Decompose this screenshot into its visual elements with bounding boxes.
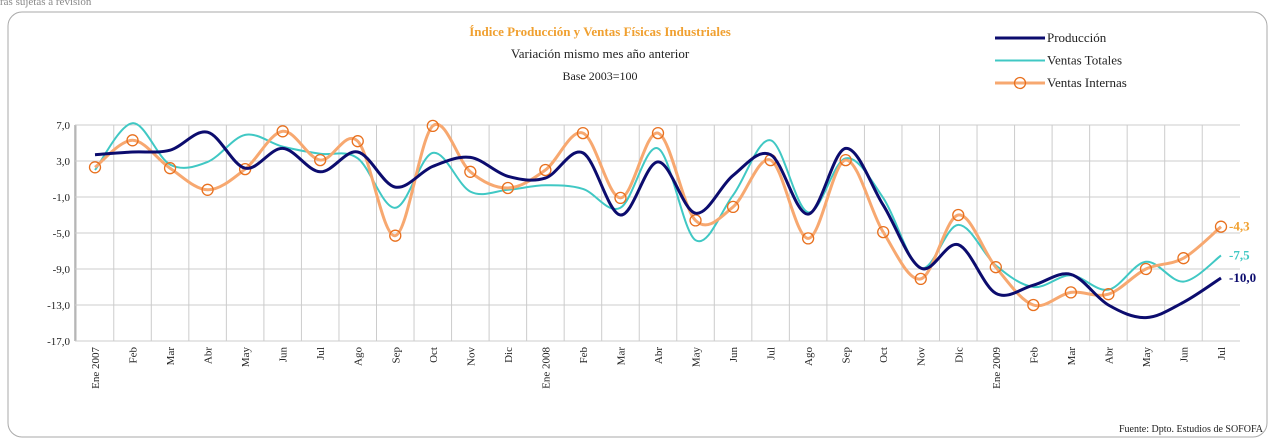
x-tick-label: Oct [428, 347, 440, 363]
marker [539, 163, 552, 177]
x-tick-label: Ago [353, 347, 365, 366]
y-tick-label: -5,0 [53, 228, 71, 240]
marker [839, 153, 852, 167]
note: ras sujetas a revisión [0, 0, 92, 8]
x-tick-label: Nov [916, 347, 928, 366]
y-tick-label: 3,0 [56, 156, 70, 168]
x-tick-label: Jul [1216, 347, 1228, 360]
x-tick-label: Jul [766, 347, 778, 360]
x-tick-label: Mar [165, 347, 177, 366]
legend-label: Ventas Totales [1047, 53, 1122, 68]
marker [651, 126, 665, 140]
marker [88, 161, 102, 174]
y-tick-label: -13,0 [47, 300, 70, 312]
subtitle: Base 2003=100 [562, 69, 637, 83]
x-tick-label: Sep [390, 347, 402, 364]
x-tick-label: Jun [728, 347, 740, 363]
x-tick-label: Ene 2008 [540, 347, 552, 389]
marker [389, 229, 402, 242]
marker [1064, 286, 1078, 299]
x-tick-label: Feb [1028, 347, 1040, 364]
x-tick-label: Jun [1178, 347, 1190, 363]
chart-title: Índice Producción y Ventas Físicas Indus… [469, 24, 731, 39]
marker [126, 134, 139, 147]
x-tick-label: Abr [203, 347, 215, 364]
y-tick-label: 7,0 [56, 120, 70, 132]
y-tick-label: -17,0 [47, 336, 70, 348]
value-label: -10,0 [1229, 270, 1256, 285]
marker [576, 126, 590, 140]
subtitle: Variación mismo mes año anterior [511, 46, 690, 61]
x-tick-label: Ene 2007 [90, 347, 102, 389]
x-tick-label: May [240, 347, 252, 368]
marker [351, 135, 364, 148]
marker [501, 181, 515, 195]
marker [614, 191, 627, 205]
marker [1102, 288, 1115, 301]
marker [426, 119, 439, 133]
x-tick-label: Feb [578, 347, 590, 364]
x-tick-label: Nov [465, 347, 477, 366]
value-label: -7,5 [1229, 248, 1250, 263]
source: Fuente: Dpto. Estudios de SOFOFA [1119, 424, 1264, 435]
marker [201, 183, 214, 196]
legend-marker [1013, 76, 1027, 90]
line [94, 130, 1222, 320]
legend-label: Producción [1047, 30, 1107, 45]
x-tick-label: Dic [953, 347, 965, 363]
marker [464, 165, 477, 178]
x-tick-label: Oct [878, 347, 890, 363]
x-tick-label: Jul [315, 347, 327, 360]
x-tick-label: Abr [1103, 347, 1115, 364]
marker [1177, 252, 1190, 265]
x-tick-label: Feb [128, 347, 140, 364]
frame [7, 11, 1268, 438]
marker [726, 200, 740, 214]
x-tick-label: Sep [841, 347, 853, 364]
line [94, 122, 1222, 291]
marker [163, 162, 177, 175]
x-tick-label: Ene 2009 [991, 347, 1003, 389]
marker [689, 214, 702, 227]
x-tick-label: Mar [1066, 347, 1078, 366]
legend-label: Ventas Internas [1047, 75, 1127, 90]
x-tick-label: Abr [653, 347, 665, 364]
x-tick-label: Mar [615, 347, 627, 366]
x-tick-label: Jun [278, 347, 290, 363]
marker [914, 272, 927, 286]
y-tick-label: -1,0 [53, 192, 71, 204]
marker [314, 153, 327, 167]
marker [1027, 298, 1040, 312]
marker [877, 225, 890, 239]
marker [1139, 262, 1153, 276]
marker [801, 232, 815, 245]
x-tick-label: Dic [503, 347, 515, 363]
x-tick-label: Ago [803, 347, 815, 366]
value-label: -4,3 [1229, 219, 1250, 234]
x-tick-label: May [1141, 347, 1153, 368]
marker [276, 125, 289, 138]
x-tick-label: May [691, 347, 703, 368]
marker [1214, 220, 1228, 233]
marker [989, 261, 1002, 274]
y-tick-label: -9,0 [53, 264, 71, 276]
marker [952, 208, 965, 222]
